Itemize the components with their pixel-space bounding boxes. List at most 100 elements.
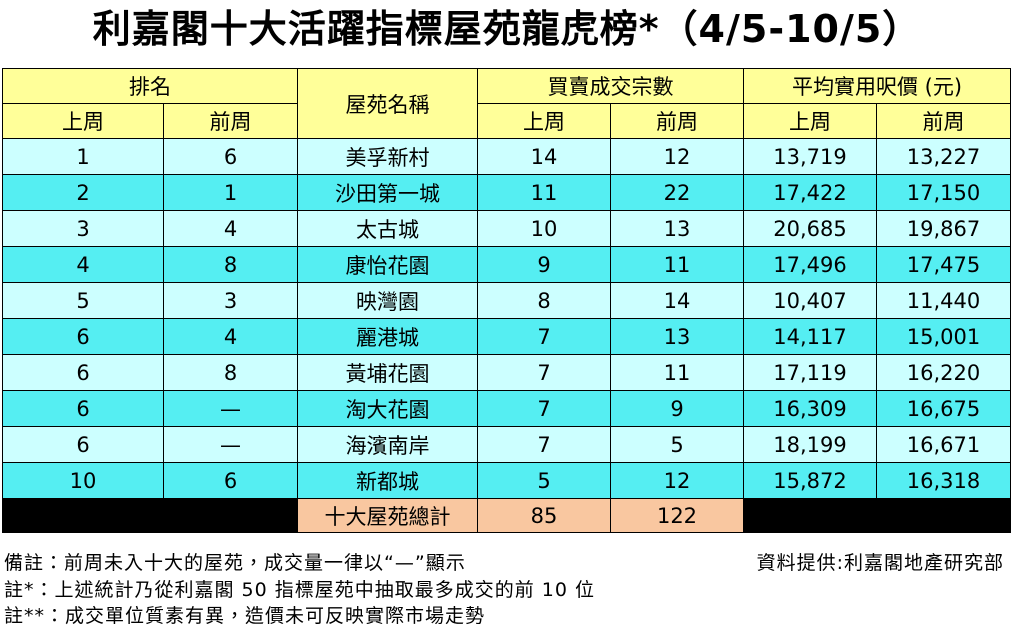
data-cell: 13 <box>610 318 744 355</box>
data-cell: 17,475 <box>876 246 1011 283</box>
data-cell: 8 <box>163 354 298 391</box>
data-cell: 6 <box>2 354 164 391</box>
data-row: 1 6 美孚新村 14 12 13,719 13,227 <box>2 138 1011 175</box>
data-cell: 13,719 <box>743 138 877 175</box>
data-cell: 6 <box>163 138 298 175</box>
subheader-cell: 上周 <box>743 103 877 139</box>
data-row: 6— 海濱南岸 7 5 18,199 16,671 <box>2 426 1011 463</box>
data-cell: 7 <box>477 354 611 391</box>
data-cell: 22 <box>610 174 744 211</box>
subheader-cell: 前周 <box>163 103 298 139</box>
data-cell: 3 <box>2 210 164 247</box>
data-cell: 16,309 <box>743 390 877 427</box>
data-cell: 新都城 <box>297 462 478 499</box>
data-row: 4 8 康怡花園 9 11 17,496 17,475 <box>2 246 1011 283</box>
data-cell: — <box>163 390 298 427</box>
data-cell: 8 <box>477 282 611 319</box>
data-cell: 9 <box>610 390 744 427</box>
data-cell: 14 <box>477 138 611 175</box>
data-cell: 3 <box>163 282 298 319</box>
data-cell: 17,150 <box>876 174 1011 211</box>
data-cell: 11 <box>610 246 744 283</box>
total-label: 十大屋苑總計 <box>297 498 478 533</box>
data-cell: 12 <box>610 138 744 175</box>
data-row: 6 4 麗港城 7 13 14,117 15,001 <box>2 318 1011 355</box>
data-cell: 麗港城 <box>297 318 478 355</box>
data-cell: 6 <box>2 426 164 463</box>
data-cell: 7 <box>477 318 611 355</box>
data-cell: 11 <box>477 174 611 211</box>
total-value: 85 <box>477 498 611 533</box>
note: 註*：上述統計乃從利嘉閣 50 指標屋苑中抽取最多成交的前 10 位 <box>4 579 596 601</box>
data-row: 6— 淘大花園 7 9 16,309 16,675 <box>2 390 1011 427</box>
data-cell: 17,119 <box>743 354 877 391</box>
data-cell: 2 <box>2 174 164 211</box>
ranking-table: 排名 屋苑名稱 買賣成交宗數 平均實用呎價 (元) 上周 前周 上周 前周 上周 前周 1… <box>2 68 1011 533</box>
table-body: 排名 屋苑名稱 買賣成交宗數 平均實用呎價 (元) 上周 前周 上周 前周 上周 前周 1… <box>2 68 1011 533</box>
data-cell: 7 <box>477 426 611 463</box>
data-cell: 4 <box>2 246 164 283</box>
data-row: 5 3 映灣園 8 14 10,407 11,440 <box>2 282 1011 319</box>
data-cell: 15,872 <box>743 462 877 499</box>
data-cell: 5 <box>2 282 164 319</box>
data-cell: 黃埔花園 <box>297 354 478 391</box>
data-cell: 6 <box>2 318 164 355</box>
data-cell: 淘大花園 <box>297 390 478 427</box>
data-cell: 11 <box>610 354 744 391</box>
data-row: 2 1 沙田第一城 11 22 17,422 17,150 <box>2 174 1011 211</box>
data-cell: 1 <box>2 138 164 175</box>
subheader-cell: 前周 <box>876 103 1011 139</box>
data-cell: 15,001 <box>876 318 1011 355</box>
data-cell: 4 <box>163 318 298 355</box>
data-cell: 海濱南岸 <box>297 426 478 463</box>
data-cell: 10 <box>477 210 611 247</box>
data-cell: 19,867 <box>876 210 1011 247</box>
data-cell: 6 <box>2 390 164 427</box>
total-value: 122 <box>610 498 744 533</box>
data-cell: 16,675 <box>876 390 1011 427</box>
note: 註**：成交單位質素有異，造價未可反映實際市場走勢 <box>4 605 486 627</box>
data-cell: 10,407 <box>743 282 877 319</box>
subheader-row: 上周 前周 上周 前周 上周 前周 <box>2 103 1011 139</box>
data-cell: 17,496 <box>743 246 877 283</box>
data-cell: 5 <box>610 426 744 463</box>
data-cell: 美孚新村 <box>297 138 478 175</box>
data-row: 6 8 黃埔花園 7 11 17,119 16,220 <box>2 354 1011 391</box>
header-cell: 排名 <box>2 68 298 104</box>
blank-cell <box>2 498 298 533</box>
data-cell: 康怡花園 <box>297 246 478 283</box>
data-cell: 沙田第一城 <box>297 174 478 211</box>
header-cell: 平均實用呎價 (元) <box>743 68 1011 104</box>
note: 備註：前周未入十大的屋苑，成交量一律以“—”顯示 <box>4 552 466 574</box>
header-cell: 買賣成交宗數 <box>477 68 744 104</box>
data-cell: 13 <box>610 210 744 247</box>
title: 利嘉閣十大活躍指標屋苑龍虎榜*（4/5-10/5） <box>92 7 922 51</box>
data-cell: 16,318 <box>876 462 1011 499</box>
data-cell: 14,117 <box>743 318 877 355</box>
data-cell: 10 <box>2 462 164 499</box>
data-cell: 4 <box>163 210 298 247</box>
data-cell: 17,422 <box>743 174 877 211</box>
data-cell: 5 <box>477 462 611 499</box>
data-cell: 9 <box>477 246 611 283</box>
data-cell: 16,220 <box>876 354 1011 391</box>
data-cell: 18,199 <box>743 426 877 463</box>
source: 資料提供:利嘉閣地產研究部 <box>756 552 1004 574</box>
data-cell: — <box>163 426 298 463</box>
data-cell: 7 <box>477 390 611 427</box>
header-cell: 屋苑名稱 <box>297 68 478 139</box>
data-cell: 映灣園 <box>297 282 478 319</box>
data-cell: 12 <box>610 462 744 499</box>
subheader-cell: 前周 <box>610 103 744 139</box>
data-cell: 太古城 <box>297 210 478 247</box>
data-cell: 13,227 <box>876 138 1011 175</box>
data-cell: 11,440 <box>876 282 1011 319</box>
data-cell: 20,685 <box>743 210 877 247</box>
data-cell: 14 <box>610 282 744 319</box>
total-row: 十大屋苑總計 85 122 <box>2 498 1011 533</box>
data-cell: 1 <box>163 174 298 211</box>
header-row: 排名 屋苑名稱 買賣成交宗數 平均實用呎價 (元) <box>2 68 1011 139</box>
subheader-cell: 上周 <box>2 103 164 139</box>
data-cell: 6 <box>163 462 298 499</box>
